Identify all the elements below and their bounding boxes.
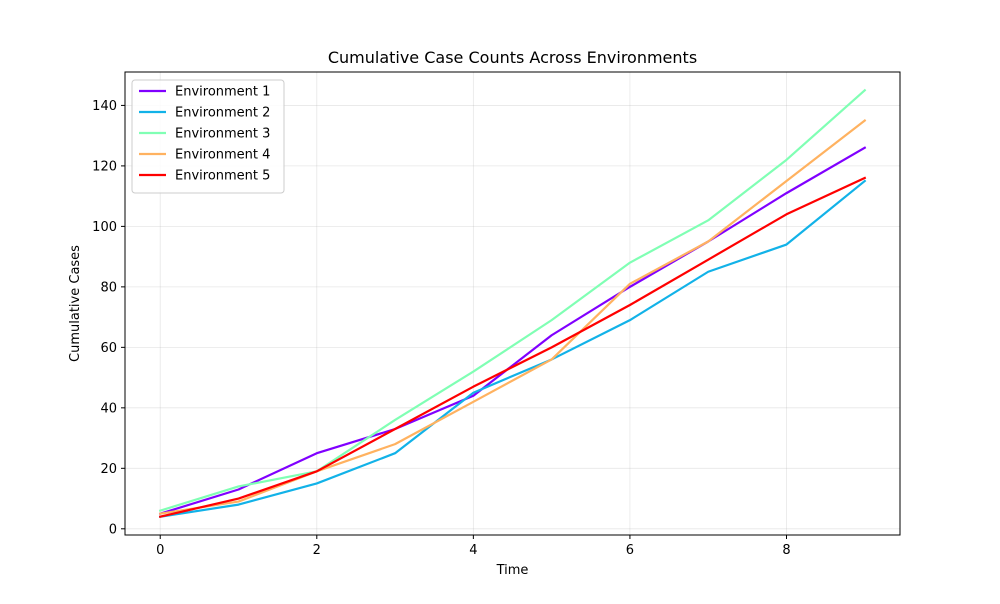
x-tick-label: 6 [626, 543, 634, 558]
x-axis: 0 2 4 6 8 [156, 535, 791, 558]
y-tick-label: 100 [92, 220, 117, 235]
legend-label: Environment 1 [175, 85, 270, 100]
legend-label: Environment 5 [175, 169, 270, 184]
x-tick-label: 0 [156, 543, 164, 558]
y-tick-label: 80 [100, 280, 117, 295]
chart-title: Cumulative Case Counts Across Environmen… [328, 48, 697, 67]
legend-label: Environment 3 [175, 127, 270, 142]
legend-label: Environment 4 [175, 148, 270, 163]
y-tick-label: 40 [100, 401, 117, 416]
y-axis-label: Cumulative Cases [68, 245, 83, 362]
series-line-environment-2 [158, 179, 867, 518]
y-tick-label: 60 [100, 341, 117, 356]
series-line-environment-5 [158, 176, 867, 519]
series-line-environment-3 [158, 88, 867, 513]
x-tick-label: 4 [469, 543, 477, 558]
grid-lines [125, 72, 900, 535]
x-tick-label: 8 [782, 543, 790, 558]
series-lines [158, 88, 867, 519]
plot-area-frame [124, 71, 901, 536]
y-tick-label: 20 [100, 462, 117, 477]
x-axis-label: Time [496, 563, 529, 578]
y-tick-label: 0 [109, 522, 117, 537]
y-tick-label: 120 [92, 159, 117, 174]
series-line-environment-1 [158, 146, 867, 516]
legend-box [131, 79, 285, 194]
legend: Environment 1 Environment 2 Environment 3 E… [131, 79, 285, 194]
y-axis: 0 20 40 60 80 100 120 140 [92, 99, 125, 537]
series-line-environment-4 [158, 118, 867, 515]
y-tick-label: 140 [92, 99, 117, 114]
x-tick-label: 2 [313, 543, 321, 558]
legend-label: Environment 2 [175, 106, 270, 121]
